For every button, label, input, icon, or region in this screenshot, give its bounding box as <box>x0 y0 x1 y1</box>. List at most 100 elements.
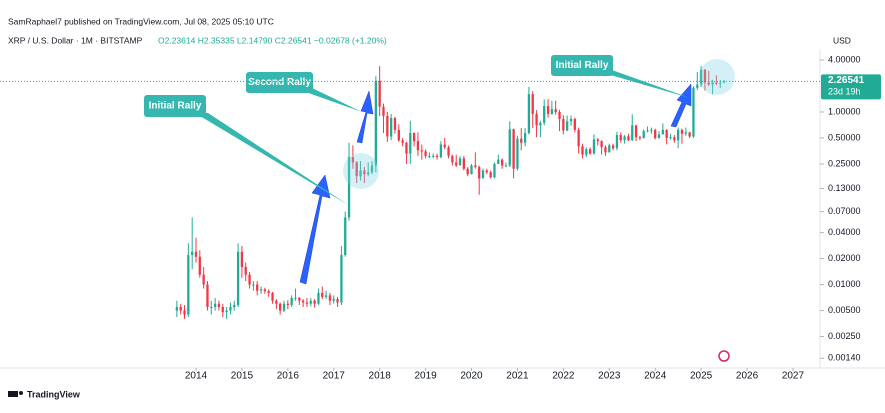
candle-body <box>321 292 324 297</box>
candle-body <box>374 80 378 166</box>
arrow <box>299 174 331 285</box>
y-tick-label: 0.25000 <box>828 158 861 168</box>
logo-mark <box>8 391 18 397</box>
candle-body <box>673 137 676 141</box>
candle-body <box>604 147 607 153</box>
candle-body <box>646 130 649 132</box>
candle-body <box>179 306 182 311</box>
candle-body <box>615 135 619 149</box>
candle-body <box>481 170 485 179</box>
x-tick-label: 2014 <box>185 371 208 382</box>
candle-body <box>669 137 672 139</box>
candle-body <box>703 69 707 83</box>
x-tick-label: 2021 <box>506 371 529 382</box>
candle-body <box>298 297 301 301</box>
x-tick-label: 2015 <box>231 371 254 382</box>
candle-body <box>516 138 519 169</box>
y-tick-label: 0.01000 <box>828 279 861 289</box>
publisher: SamRaphael7 published on TradingView.com… <box>8 16 274 26</box>
candle-body <box>367 172 370 175</box>
x-tick-label: 2026 <box>736 371 759 382</box>
arrow <box>670 83 692 128</box>
last-price-box <box>821 74 881 100</box>
candle-body <box>317 292 320 304</box>
candle-body <box>424 151 427 156</box>
candle-body <box>432 155 435 157</box>
candle-body <box>600 141 603 148</box>
candle-body <box>233 304 236 307</box>
candle-body <box>340 255 343 303</box>
candle-body <box>244 266 247 275</box>
candle-body <box>493 163 496 178</box>
candle-body <box>455 162 458 166</box>
candle-body <box>696 84 699 88</box>
candle-body <box>351 157 355 163</box>
candle-body <box>248 274 251 285</box>
candle-body <box>263 289 267 292</box>
y-tick-label: 0.04000 <box>828 227 861 237</box>
candle-body <box>294 297 297 299</box>
callout-pointer <box>195 113 350 206</box>
candle-body <box>324 295 328 297</box>
x-tick-label: 2025 <box>690 371 713 382</box>
candle-body <box>301 300 305 303</box>
callout-box <box>551 55 613 76</box>
candle-body <box>347 157 351 218</box>
x-tick-label: 2027 <box>782 371 805 382</box>
candle-body <box>439 144 443 158</box>
candle-body <box>539 122 542 126</box>
y-tick-label: 0.02000 <box>828 253 861 263</box>
candle-body <box>462 158 465 169</box>
x-tick-label: 2018 <box>369 371 392 382</box>
candle-body <box>466 168 469 175</box>
candle-body <box>256 284 259 291</box>
candle-body <box>715 82 718 84</box>
candle-body <box>611 145 615 149</box>
ohlc-text: O2.23614 H2.35335 L2.14790 C2.26541 −0.0… <box>158 35 387 45</box>
candle-body <box>531 94 534 114</box>
candle-body <box>187 255 190 315</box>
candle-body <box>527 94 531 134</box>
candle-body <box>634 125 638 138</box>
candle-body <box>577 129 580 147</box>
candle-body <box>363 170 366 175</box>
candle-body <box>692 87 695 137</box>
candle-body <box>569 118 573 122</box>
candle-body <box>535 113 538 126</box>
candle-body <box>213 303 217 307</box>
brand-logo: TradingView <box>8 389 81 399</box>
callout-pointer <box>600 70 690 98</box>
candle-body <box>305 302 309 304</box>
arrow <box>356 90 374 144</box>
candle-body <box>627 136 630 141</box>
candle-body <box>558 111 561 119</box>
candle-body <box>225 310 228 313</box>
candle-body <box>355 162 358 177</box>
last-price-label: 2.26541 <box>828 75 865 86</box>
candle-body <box>650 129 653 131</box>
candle-body <box>229 306 232 311</box>
x-tick-label: 2017 <box>323 371 346 382</box>
candle-body <box>309 300 312 304</box>
candle-body <box>684 132 687 134</box>
candle-body <box>397 129 400 141</box>
candle-body <box>573 118 576 130</box>
candle-body <box>478 167 481 179</box>
candle-body <box>409 133 412 154</box>
candle-body <box>206 284 209 307</box>
candle-body <box>401 140 404 143</box>
candle-body <box>619 135 622 141</box>
candle-body <box>252 284 255 286</box>
y-tick-label: 0.00250 <box>828 331 861 341</box>
candle-body <box>286 303 289 305</box>
candle-body <box>240 251 244 267</box>
candle-body <box>722 81 726 83</box>
candle-body <box>451 155 454 163</box>
x-tick-label: 2023 <box>598 371 621 382</box>
candle-body <box>631 125 634 141</box>
callouts: Initial Rally Second Rally Initial Rally <box>144 55 613 117</box>
chart-title: XRP / U.S. Dollar · 1M · BITSTAMP <box>8 35 143 45</box>
candle-body <box>390 118 393 137</box>
candle-body <box>581 146 584 155</box>
